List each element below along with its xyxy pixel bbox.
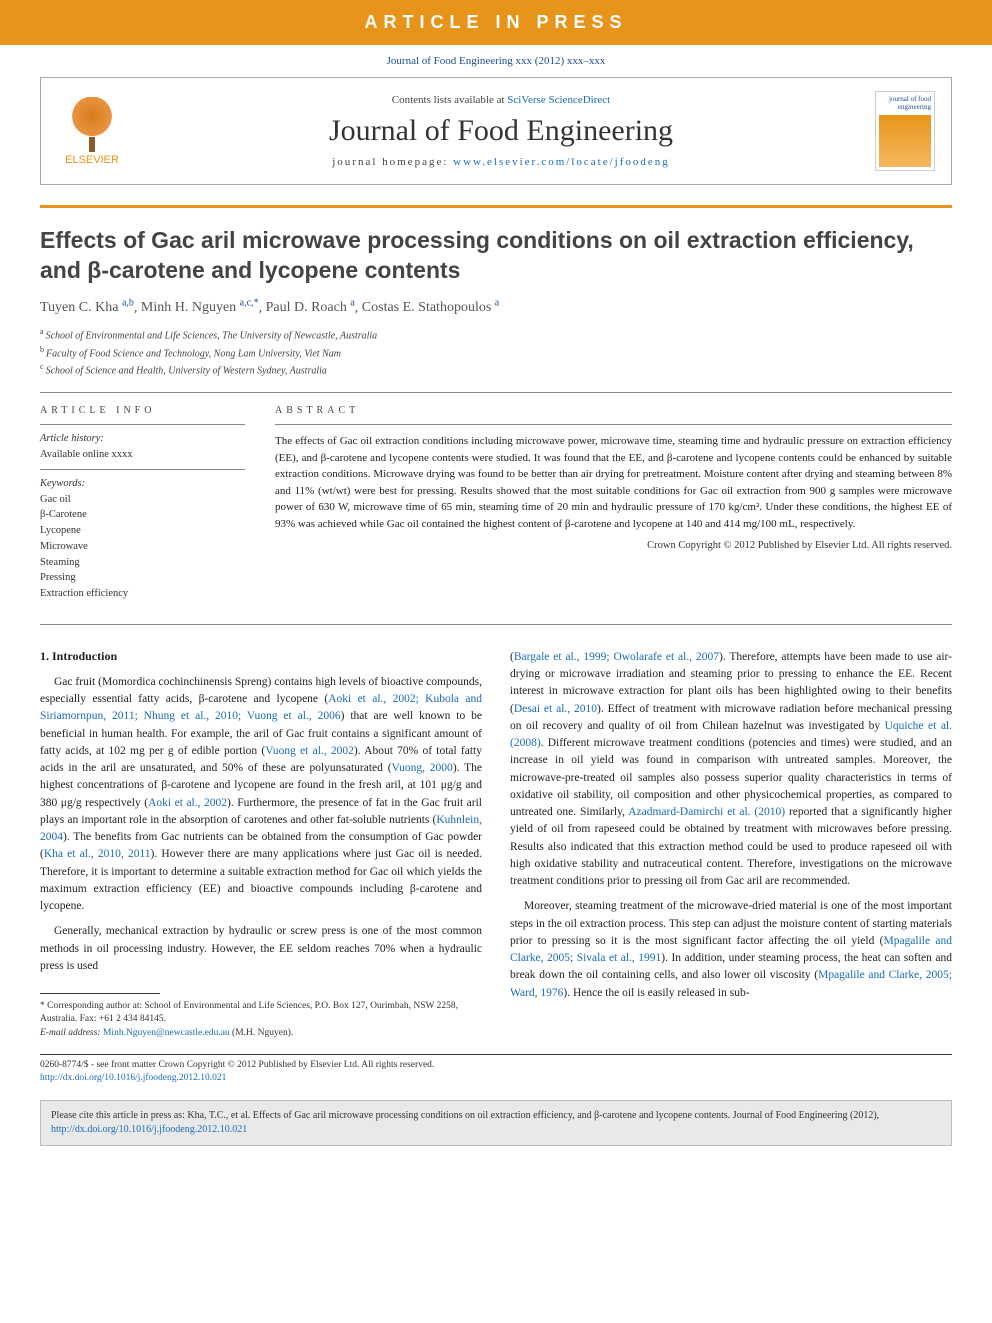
ref-link[interactable]: Vuong, 2000 [392, 762, 453, 774]
ref-link[interactable]: Desai et al., 2010 [514, 703, 597, 715]
keywords-label: Keywords: [40, 476, 245, 492]
keyword: Lycopene [40, 523, 245, 539]
abstract-text: The effects of Gac oil extraction condit… [275, 425, 952, 532]
affiliations: a School of Environmental and Life Scien… [40, 326, 952, 378]
email-attribution: (M.H. Nguyen). [232, 1028, 293, 1038]
top-citation-line: Journal of Food Engineering xxx (2012) x… [0, 45, 992, 77]
corr-email-link[interactable]: Minh.Nguyen@newcastle.edu.au [103, 1028, 230, 1038]
article-info-heading: ARTICLE INFO [40, 405, 245, 416]
contents-prefix: Contents lists available at [392, 94, 507, 106]
cover-image [879, 115, 931, 167]
issn-copyright-line: 0260-8774/$ - see front matter Crown Cop… [40, 1059, 952, 1072]
intro-para-4: Moreover, steaming treatment of the micr… [510, 898, 952, 1002]
body-two-column: 1. Introduction Gac fruit (Momordica coc… [40, 649, 952, 1040]
journal-header-box: ELSEVIER Contents lists available at Sci… [40, 77, 952, 185]
sciverse-link[interactable]: SciVerse ScienceDirect [507, 94, 610, 106]
keyword: Extraction efficiency [40, 586, 245, 602]
body-right-column: (Bargale et al., 1999; Owolarafe et al.,… [510, 649, 952, 1040]
ref-link[interactable]: Azadmard-Damirchi et al. (2010) [628, 806, 785, 818]
author: Costas E. Stathopoulos a [362, 300, 499, 315]
abstract-copyright: Crown Copyright © 2012 Published by Else… [275, 540, 952, 551]
ref-link[interactable]: Bargale et al., 1999; Owolarafe et al., … [514, 651, 719, 663]
homepage-link[interactable]: www.elsevier.com/locate/jfoodeng [453, 156, 670, 168]
keyword: Gac oil [40, 492, 245, 508]
author-list: Tuyen C. Kha a,b, Minh H. Nguyen a,c,*, … [40, 298, 952, 317]
publisher-logo: ELSEVIER [57, 86, 127, 176]
body-left-column: 1. Introduction Gac fruit (Momordica coc… [40, 649, 482, 1040]
author: Paul D. Roach a [266, 300, 355, 315]
footnote-rule [40, 993, 160, 994]
article-in-press-banner: ARTICLE IN PRESS [0, 0, 992, 45]
elsevier-tree-icon [67, 97, 117, 152]
article-title: Effects of Gac aril microwave processing… [40, 226, 952, 286]
ref-link[interactable]: Kha et al., 2010, 2011 [44, 848, 151, 860]
email-label: E-mail address: [40, 1028, 101, 1038]
intro-para-2: Generally, mechanical extraction by hydr… [40, 923, 482, 975]
keyword: Microwave [40, 539, 245, 555]
publisher-name: ELSEVIER [65, 154, 119, 166]
ref-link[interactable]: Aoki et al., 2002 [148, 797, 227, 809]
journal-cover-thumbnail: journal of food engineering [875, 91, 935, 171]
abstract-column: ABSTRACT The effects of Gac oil extracti… [275, 405, 952, 608]
abstract-heading: ABSTRACT [275, 405, 952, 416]
journal-homepage-line: journal homepage: www.elsevier.com/locat… [127, 156, 875, 168]
author: Minh H. Nguyen a,c,* [141, 300, 259, 315]
cover-title: journal of food engineering [879, 95, 931, 111]
keyword: Pressing [40, 570, 245, 586]
article-history-label: Article history: [40, 431, 245, 447]
cite-this-article-box: Please cite this article in press as: Kh… [40, 1100, 952, 1146]
bottom-rule [40, 1054, 952, 1055]
affiliation-line: c School of Science and Health, Universi… [40, 361, 952, 378]
cite-text: Please cite this article in press as: Kh… [51, 1110, 879, 1121]
intro-para-3: (Bargale et al., 1999; Owolarafe et al.,… [510, 649, 952, 891]
affiliation-line: b Faculty of Food Science and Technology… [40, 344, 952, 361]
keyword: Steaming [40, 555, 245, 571]
bottom-metadata: 0260-8774/$ - see front matter Crown Cop… [0, 1059, 992, 1086]
ref-link[interactable]: Vuong et al., 2002 [265, 745, 354, 757]
doi-link[interactable]: http://dx.doi.org/10.1016/j.jfoodeng.201… [40, 1073, 226, 1083]
cite-doi-link[interactable]: http://dx.doi.org/10.1016/j.jfoodeng.201… [51, 1124, 247, 1135]
keywords-list: Gac oilβ-CaroteneLycopeneMicrowaveSteami… [40, 492, 245, 602]
orange-divider [40, 205, 952, 208]
rule-below-abstract [40, 624, 952, 625]
article-history-value: Available online xxxx [40, 447, 245, 463]
homepage-prefix: journal homepage: [332, 156, 453, 168]
section-1-heading: 1. Introduction [40, 649, 482, 664]
author: Tuyen C. Kha a,b [40, 300, 134, 315]
corr-author-text: * Corresponding author at: School of Env… [40, 1000, 482, 1027]
intro-para-1: Gac fruit (Momordica cochinchinensis Spr… [40, 674, 482, 916]
journal-name: Journal of Food Engineering [127, 114, 875, 148]
affiliation-line: a School of Environmental and Life Scien… [40, 326, 952, 343]
keyword: β-Carotene [40, 507, 245, 523]
article-info-column: ARTICLE INFO Article history: Available … [40, 405, 245, 608]
contents-lists-line: Contents lists available at SciVerse Sci… [127, 94, 875, 106]
corresponding-author-footnote: * Corresponding author at: School of Env… [40, 1000, 482, 1040]
